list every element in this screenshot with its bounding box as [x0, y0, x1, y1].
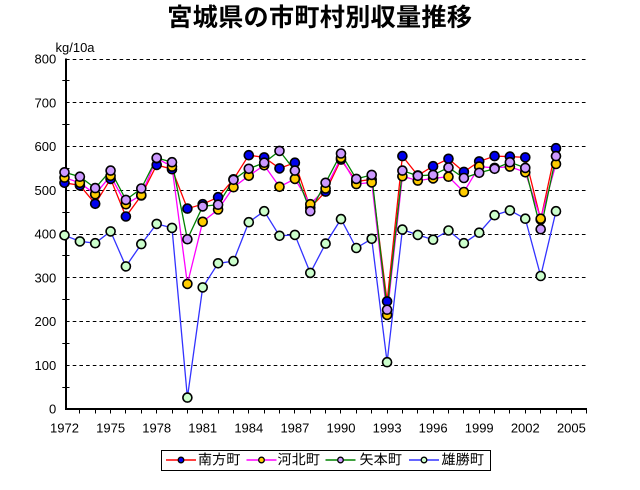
- svg-text:1996: 1996: [419, 420, 448, 435]
- svg-text:1975: 1975: [96, 420, 125, 435]
- svg-text:kg/10a: kg/10a: [56, 40, 96, 55]
- svg-text:100: 100: [34, 358, 56, 373]
- svg-text:700: 700: [34, 96, 56, 111]
- svg-text:1999: 1999: [465, 420, 494, 435]
- svg-text:0: 0: [49, 402, 56, 417]
- svg-text:2005: 2005: [557, 420, 586, 435]
- svg-text:200: 200: [34, 314, 56, 329]
- svg-text:2002: 2002: [511, 420, 540, 435]
- svg-text:1984: 1984: [234, 420, 263, 435]
- svg-text:300: 300: [34, 270, 56, 285]
- svg-text:500: 500: [34, 183, 56, 198]
- svg-text:600: 600: [34, 139, 56, 154]
- svg-text:800: 800: [34, 52, 56, 67]
- svg-text:1990: 1990: [327, 420, 356, 435]
- svg-text:1972: 1972: [50, 420, 79, 435]
- svg-text:1981: 1981: [188, 420, 217, 435]
- svg-text:400: 400: [34, 227, 56, 242]
- svg-text:1993: 1993: [373, 420, 402, 435]
- svg-text:1987: 1987: [280, 420, 309, 435]
- svg-text:1978: 1978: [142, 420, 171, 435]
